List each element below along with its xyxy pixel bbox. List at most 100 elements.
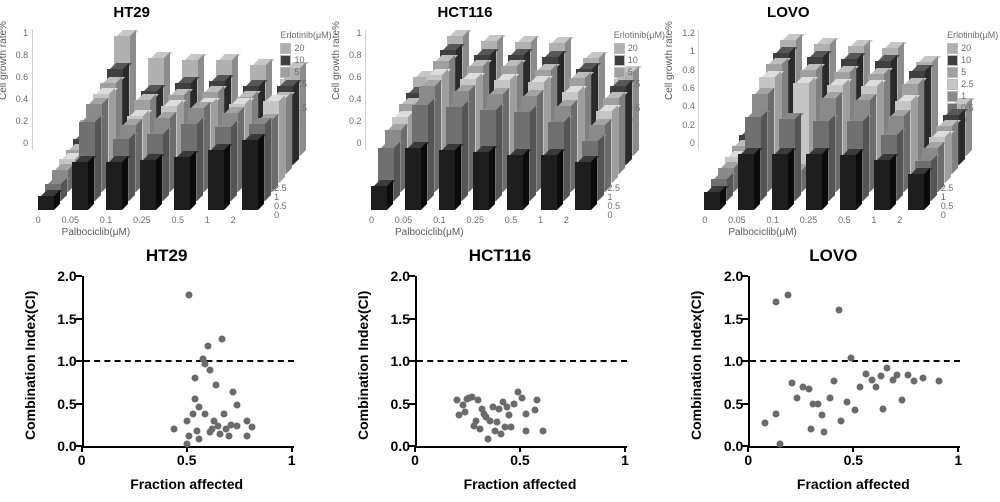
data-point (196, 436, 203, 443)
legend-item: 5 (614, 66, 665, 78)
data-point (856, 383, 863, 390)
legend-label: 0 (628, 114, 633, 126)
legend-label: 5 (961, 66, 966, 78)
scatter-panel: HT29 Combination Index(CI) Fraction affect… (2, 240, 332, 500)
legend-title: Erlotinib(μM) (947, 30, 998, 40)
legend-swatch-icon (947, 115, 958, 126)
data-point (183, 441, 190, 448)
figure-page: HT29Cell growth rate%00.20.40.60.8100.05… (0, 0, 1000, 502)
data-point (472, 417, 479, 424)
data-point (785, 291, 792, 298)
legend-swatch-icon (947, 79, 958, 90)
bar (718, 168, 734, 192)
xtick-label: 1 (621, 452, 629, 468)
legend-swatch-icon (614, 91, 625, 102)
plot-area (82, 276, 294, 448)
scatter-panel: HCT116Combination Index(CI)Fraction affe… (335, 240, 665, 500)
bar3d-panel: HCT116Cell growth rate%00.20.40.60.8100.… (335, 0, 665, 240)
y-axis-label: Combination Index(CI) (688, 291, 704, 440)
bar (140, 160, 156, 210)
x-axis-label: Palbociclib(μM) (62, 227, 131, 238)
data-point (894, 371, 901, 378)
bar (378, 148, 394, 201)
grid-back-wall (698, 30, 919, 150)
legend: Erlotinib(μM)201052.510.50 (614, 30, 665, 126)
data-point (185, 291, 192, 298)
bar (52, 170, 68, 192)
data-point (873, 383, 880, 390)
y-axis-ticks: 00.20.40.60.81 (16, 28, 29, 148)
legend-label: 1 (961, 90, 966, 102)
legend-item: 0.5 (280, 102, 331, 114)
legend-item: 1 (947, 90, 998, 102)
data-point (523, 410, 530, 417)
y-axis-label: Combination Index(CI) (22, 291, 38, 440)
legend-item: 2.5 (280, 78, 331, 90)
ytick-label: 1.0 (703, 353, 743, 369)
data-point (510, 400, 517, 407)
bar (174, 157, 190, 210)
legend-label: 0.5 (294, 102, 307, 114)
data-point (183, 417, 190, 424)
data-point (462, 409, 469, 416)
xtick-label: 0 (411, 452, 419, 468)
legend-swatch-icon (614, 103, 625, 114)
legend-item: 0 (280, 114, 331, 126)
data-point (189, 410, 196, 417)
legend-label: 5 (294, 66, 299, 78)
panel-title: HT29 (2, 246, 332, 266)
ytick-label: 1.5 (703, 311, 743, 327)
bar3d-panel: LOVOCell growth rate%00.20.40.60.811.200… (668, 0, 998, 240)
bar (439, 150, 455, 210)
legend-swatch-icon (280, 67, 291, 78)
data-point (221, 410, 228, 417)
data-point (762, 420, 769, 427)
bar (806, 154, 822, 210)
x-axis-label: Fraction affected (82, 476, 292, 492)
legend-swatch-icon (280, 55, 291, 66)
bar (840, 155, 856, 210)
ytick-label: 2.0 (37, 268, 77, 284)
data-point (229, 389, 236, 396)
ytick-label: 0.5 (37, 396, 77, 412)
data-point (883, 364, 890, 371)
data-point (219, 335, 226, 342)
row-scatter: HT29 Combination Index(CI) Fraction affect… (0, 240, 1000, 502)
legend-item: 1 (280, 90, 331, 102)
legend-label: 10 (294, 54, 304, 66)
data-point (898, 397, 905, 404)
row-3d-bars: HT29Cell growth rate%00.20.40.60.8100.05… (0, 0, 1000, 240)
data-point (215, 422, 222, 429)
reference-line (84, 360, 294, 362)
legend-label: 0 (294, 114, 299, 126)
legend-item: 2.5 (947, 78, 998, 90)
legend-item: 2.5 (614, 78, 665, 90)
y-axis-label: Cell growth rate% (331, 21, 342, 100)
legend-item: 0 (947, 114, 998, 126)
ytick-label: 1.5 (37, 311, 77, 327)
scatter-panel: LOVOCombination Index(CI)Fraction affect… (668, 240, 998, 500)
data-point (495, 405, 502, 412)
legend-label: 2.5 (961, 78, 974, 90)
xtick-label: 0 (78, 452, 86, 468)
bar (786, 170, 802, 192)
bar (732, 146, 748, 174)
legend-item: 0.5 (947, 102, 998, 114)
legend-swatch-icon (947, 67, 958, 78)
bar (405, 148, 421, 210)
legend-swatch-icon (614, 115, 625, 126)
legend-swatch-icon (614, 55, 625, 66)
bar (704, 192, 720, 210)
legend-swatch-icon (280, 79, 291, 90)
legend-item: 10 (614, 54, 665, 66)
data-point (814, 400, 821, 407)
bar (725, 157, 741, 183)
bar (575, 162, 591, 210)
data-point (485, 436, 492, 443)
y-axis-label: Cell growth rate% (664, 21, 675, 100)
data-point (911, 378, 918, 385)
legend-item: 20 (947, 42, 998, 54)
data-point (772, 410, 779, 417)
bar (541, 155, 557, 210)
data-point (837, 417, 844, 424)
